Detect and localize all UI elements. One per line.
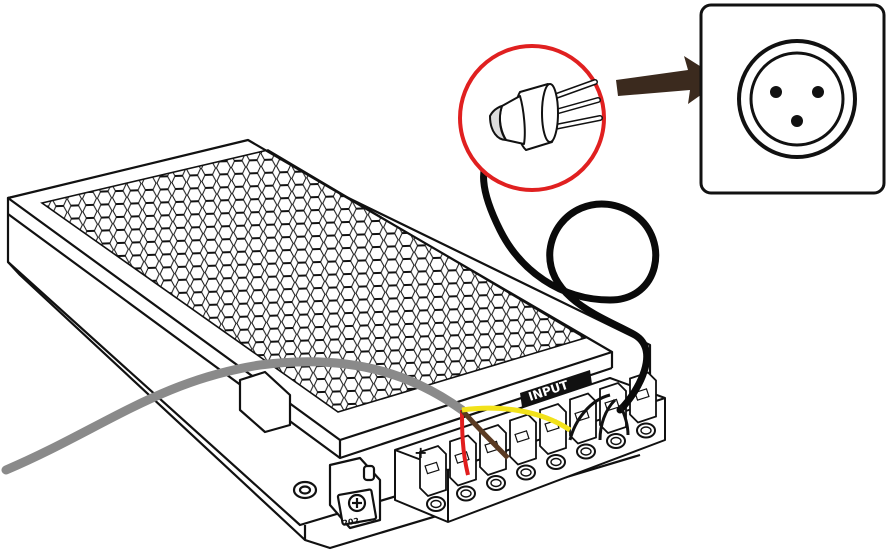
terminal-screw-hole <box>546 454 566 470</box>
terminal-slot <box>509 413 537 481</box>
socket-frame <box>699 3 886 195</box>
terminal-slot <box>419 444 447 512</box>
status-led <box>362 464 376 482</box>
plug-icon <box>489 79 603 151</box>
terminal-screw-hole <box>426 496 446 512</box>
terminal-screw-hole <box>456 485 476 502</box>
psu-mounting-tab <box>238 370 292 434</box>
plus-marker: + <box>414 443 427 462</box>
wire-yellow <box>461 405 572 433</box>
plug-callout <box>458 44 606 192</box>
socket-panel <box>699 3 886 195</box>
mains-cable-black <box>480 136 660 414</box>
input-label-plate <box>520 370 592 407</box>
terminal-screw-hole <box>486 475 506 491</box>
wire-red <box>460 409 470 476</box>
socket-icon <box>737 39 857 159</box>
arrow-right-icon <box>616 56 722 104</box>
terminal-screw-hole <box>606 433 626 449</box>
mains-wire <box>618 404 630 436</box>
terminal-screw-hole <box>576 443 596 460</box>
terminal-screw-hole <box>516 464 536 481</box>
pot-marking: 202 <box>342 516 360 528</box>
wire-brown <box>460 408 510 460</box>
terminal-slots <box>419 371 657 512</box>
mains-wire <box>598 398 617 441</box>
terminal-screw-hole <box>636 422 656 439</box>
output-cable-gray <box>1 357 467 475</box>
mains-wire <box>568 393 611 441</box>
ventilation-grill <box>40 149 587 413</box>
